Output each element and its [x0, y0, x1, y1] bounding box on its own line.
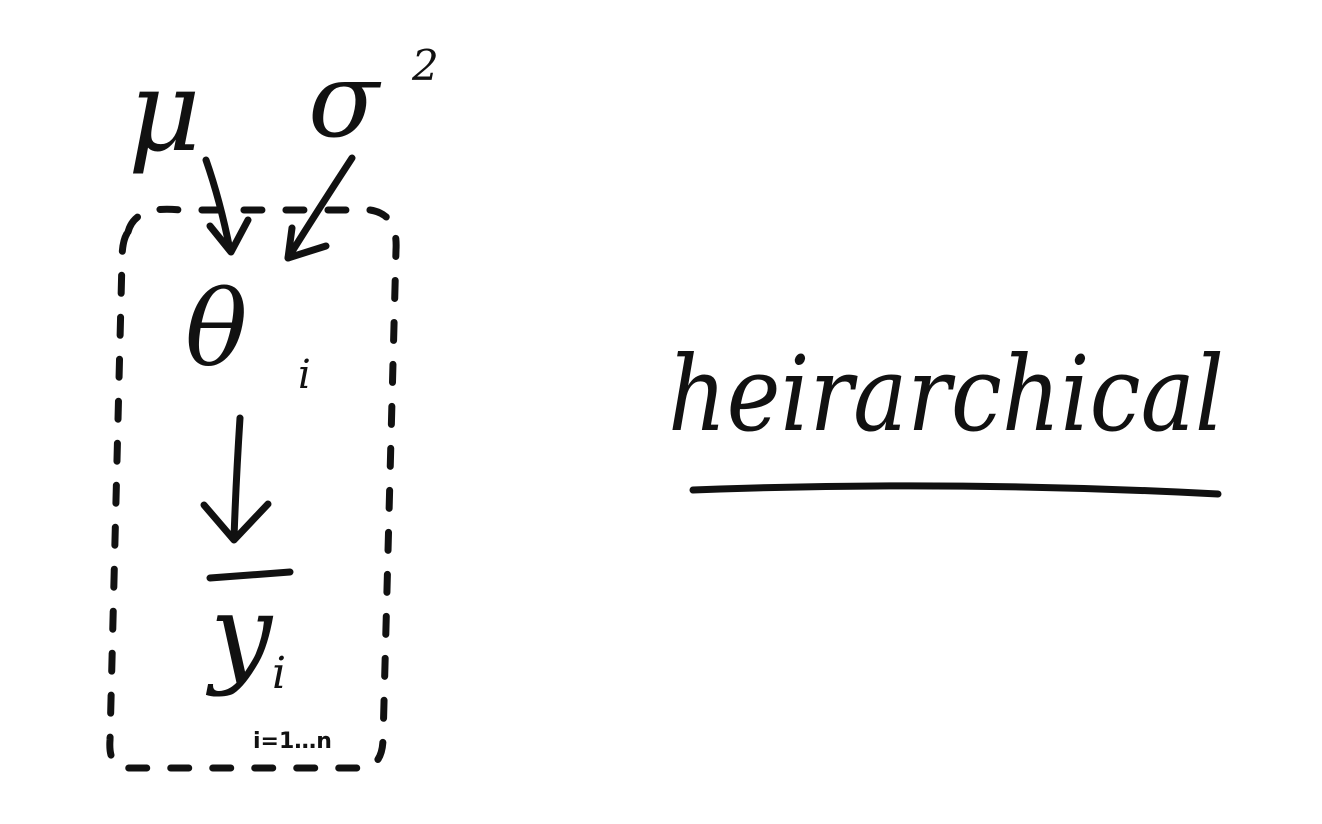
y-label: y: [205, 570, 274, 698]
node-y-bar: y i: [205, 568, 294, 699]
caption: heirarchical: [668, 333, 1224, 498]
plate-border: [106, 205, 400, 772]
mu-label: μ: [128, 47, 201, 177]
plate-index-label: i=1…n: [253, 729, 332, 754]
arrow-theta-y-head: [200, 500, 272, 544]
arrow-sigma-theta-shaft: [284, 154, 356, 262]
arrow-mu-to-theta: [202, 156, 252, 256]
caption-word: heirarchical: [668, 333, 1224, 455]
arrow-sigma-theta-head: [284, 224, 330, 262]
sigma-power-label: 2: [411, 41, 439, 90]
sigma-label: σ: [308, 39, 382, 161]
node-mu: μ: [128, 47, 201, 177]
node-sigma-squared: σ 2: [308, 39, 439, 161]
plate: i=1…n: [106, 205, 400, 772]
theta-subscript: i: [298, 352, 311, 398]
arrow-sigma-to-theta: [284, 154, 356, 262]
y-bar-overline: [206, 568, 294, 582]
arrow-mu-theta-shaft: [202, 156, 234, 254]
caption-underline: [689, 482, 1222, 498]
y-subscript: i: [272, 648, 286, 699]
theta-label: θ: [185, 268, 248, 390]
arrow-theta-y-shaft: [230, 414, 244, 542]
node-theta: θ i: [185, 268, 311, 398]
arrow-theta-to-y: [200, 414, 272, 544]
arrow-mu-theta-head: [206, 216, 252, 256]
